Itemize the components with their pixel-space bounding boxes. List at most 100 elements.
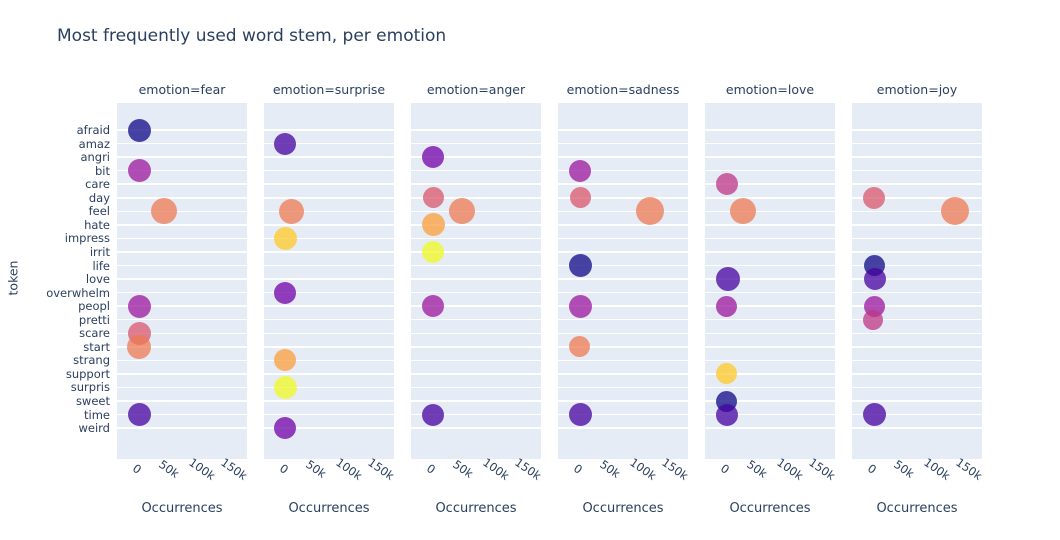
y-tick-label: feel [88,204,110,219]
gridline [852,318,982,321]
gridline [705,183,835,185]
gridline [264,305,394,307]
scatter-point[interactable] [274,132,297,155]
gridline [117,427,247,429]
gridline [411,224,541,226]
gridline [264,332,394,334]
scatter-point[interactable] [279,198,305,224]
scatter-point[interactable] [273,226,297,250]
gridline [117,291,247,294]
gridline [411,278,541,280]
scatter-point[interactable] [568,294,592,318]
gridline [411,142,541,145]
scatter-point[interactable] [863,268,886,291]
gridline [852,142,982,145]
facet-title-surprise: emotion=surprise [272,82,386,97]
scatter-point[interactable] [863,309,884,330]
y-tick-label: bit [94,163,110,178]
gridline [852,346,982,348]
scatter-point[interactable] [863,186,886,209]
scatter-point[interactable] [569,159,592,182]
gridline [852,332,982,334]
facet-title-anger: emotion=anger [426,82,526,97]
gridline [117,264,247,267]
scatter-point[interactable] [151,198,178,225]
scatter-point[interactable] [127,294,151,318]
gridline [264,278,394,280]
gridline [558,413,688,416]
scatter-point[interactable] [422,403,445,426]
scatter-point[interactable] [422,240,445,263]
gridline [117,278,247,280]
gridline [852,197,982,199]
scatter-point[interactable] [569,187,591,209]
scatter-point[interactable] [715,295,737,317]
gridline [705,210,835,213]
scatter-point[interactable] [715,173,738,196]
facet-panel-joy [852,103,982,459]
gridline [852,359,982,362]
gridline [264,251,394,253]
y-tick-label: scare [79,326,110,341]
scatter-point[interactable] [128,118,152,142]
scatter-point[interactable] [863,403,887,427]
scatter-point[interactable] [940,197,969,226]
gridline [264,318,394,321]
facet-panel-love [705,103,835,459]
scatter-point[interactable] [274,349,297,372]
gridline [264,413,394,416]
scatter-point[interactable] [127,334,152,359]
gridline [411,169,541,172]
gridline [411,183,541,185]
gridline [264,224,394,226]
y-tick-label: afraid [76,123,110,137]
gridline [852,291,982,294]
gridline [411,237,541,240]
scatter-point[interactable] [422,187,444,209]
scatter-point[interactable] [273,417,296,440]
scatter-point[interactable] [273,375,297,399]
scatter-point[interactable] [730,198,757,225]
gridline [852,251,982,253]
gridline [852,156,982,158]
scatter-point[interactable] [128,403,152,427]
scatter-point[interactable] [568,336,590,358]
scatter-point[interactable] [636,197,665,226]
gridline [705,169,835,172]
gridline [705,305,835,307]
scatter-point[interactable] [715,363,737,385]
gridline [852,264,982,267]
gridline [705,413,835,416]
scatter-point[interactable] [127,159,151,183]
y-tick-label: irrit [89,244,110,259]
gridline [117,197,247,199]
gridline [705,373,835,375]
facet-title-sadness: emotion=sadness [566,82,680,97]
scatter-point[interactable] [449,198,476,225]
gridline [705,142,835,145]
y-tick-label: angri [80,150,110,165]
facet-panel-surprise [264,103,394,459]
scatter-point[interactable] [715,267,740,292]
gridline [117,156,247,158]
y-tick-label: peopl [78,299,110,314]
gridline [411,197,541,199]
scatter-point[interactable] [273,281,296,304]
gridline [411,400,541,402]
gridline [705,237,835,240]
gridline [117,346,247,348]
scatter-point[interactable] [715,403,738,426]
scatter-point[interactable] [422,295,445,318]
scatter-point[interactable] [569,254,593,277]
scatter-point[interactable] [569,403,593,427]
gridline [852,210,982,213]
scatter-point[interactable] [422,146,445,169]
gridline [558,332,688,334]
gridline [264,291,394,294]
gridline [411,291,541,294]
gridline [558,156,688,158]
y-tick-label: weird [78,421,110,436]
gridline [705,251,835,253]
scatter-point[interactable] [422,213,446,237]
y-tick-label: hate [84,217,110,232]
